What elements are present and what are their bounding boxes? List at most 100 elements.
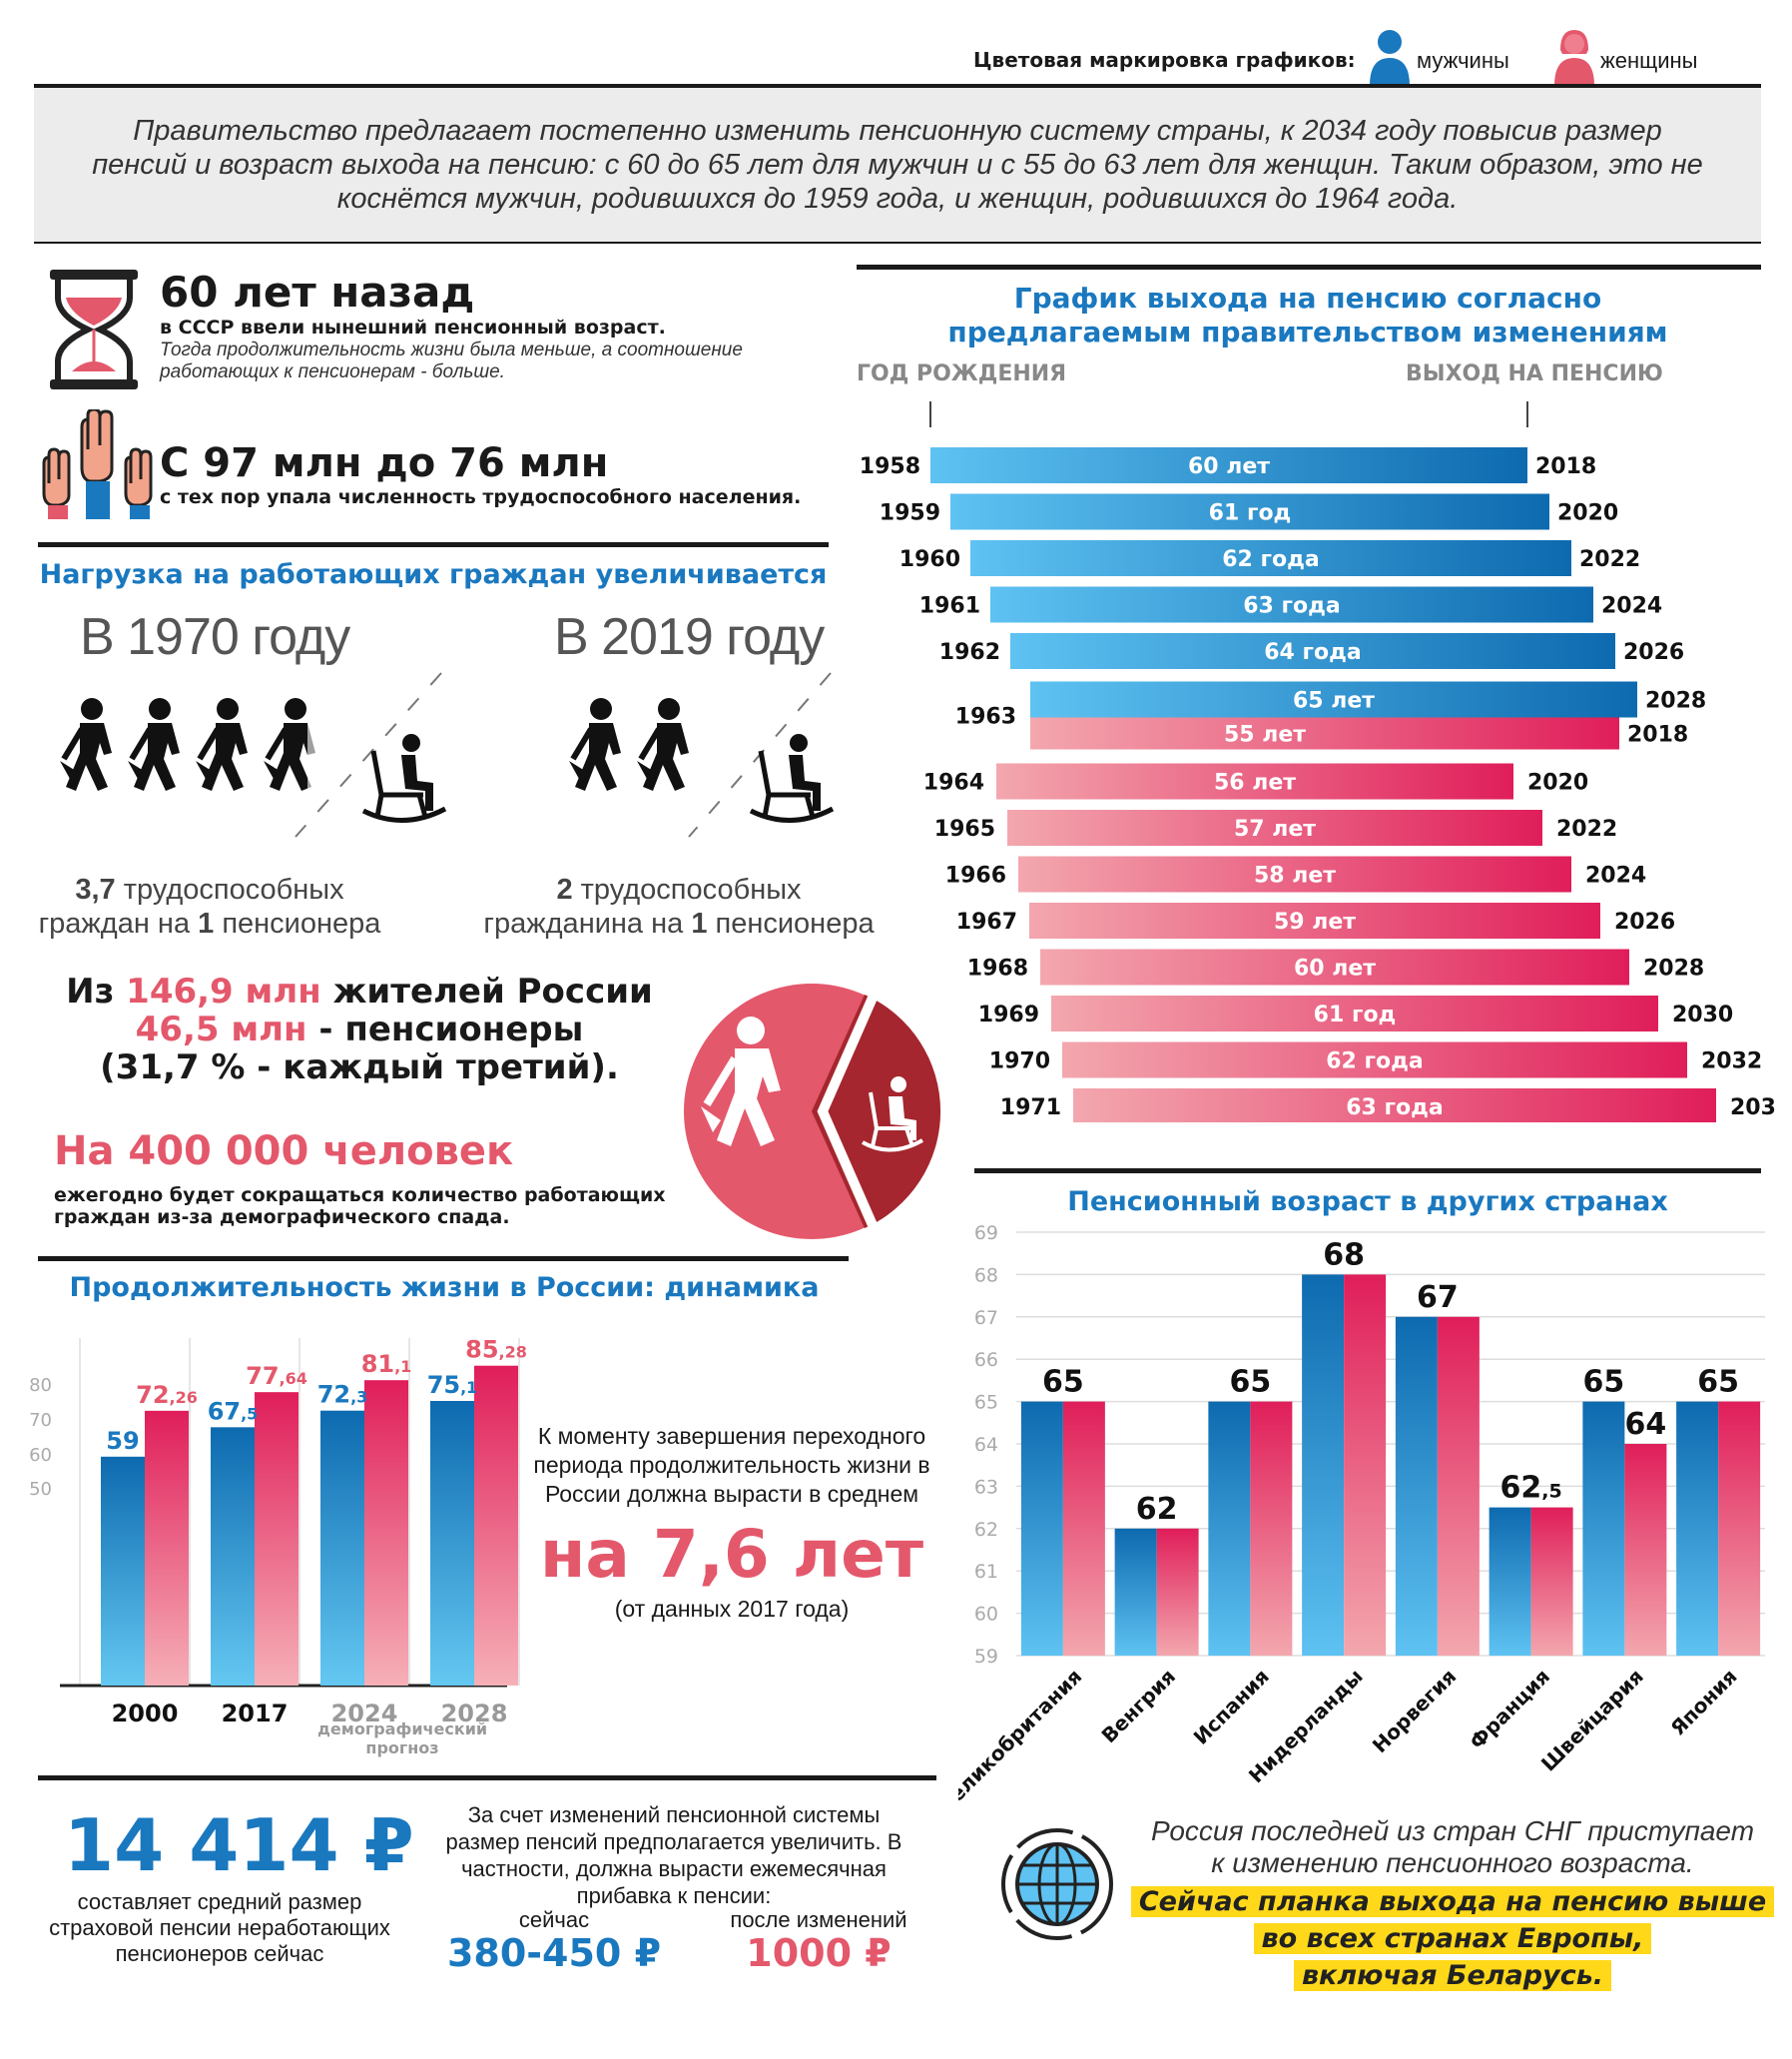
schedule-left-header: ГОД РОЖДЕНИЯ (857, 361, 1067, 386)
country-label: Норвегия (1368, 1665, 1462, 1758)
country-bar-male (1676, 1401, 1719, 1656)
globe-icon (1001, 1828, 1113, 1940)
life-bar-female (255, 1392, 299, 1686)
schedule-age-label: 60 лет (1294, 957, 1376, 982)
schedule-birth-year: 1965 (934, 817, 995, 842)
country-label: Испания (1189, 1665, 1274, 1749)
country-value-label: 67 (1417, 1280, 1459, 1315)
y-tick-label: 70 (29, 1410, 52, 1431)
y-tick-label: 69 (974, 1222, 998, 1244)
schedule-birth-year: 1961 (919, 594, 980, 619)
cis-highlight: Сейчас планка выхода на пенсию выше во в… (1128, 1883, 1777, 1994)
schedule-age-label: 63 года (1243, 594, 1341, 619)
y-tick-label: 80 (29, 1375, 52, 1396)
hourglass-icon (50, 270, 138, 389)
raised-hands-icon (42, 409, 153, 519)
life-year-label: 2024 (331, 1700, 398, 1727)
ratio-2019-line1: трудоспособных (572, 874, 802, 906)
fact-pop-subtitle: с тех пор упала численность трудоспособн… (160, 486, 802, 508)
schedule-retire-year: 2030 (1672, 1003, 1733, 1028)
y-tick-label: 50 (29, 1479, 52, 1500)
ratio-1970-line1: трудоспособных (115, 874, 344, 906)
pop-share: (31,7 % - каждый третий). (100, 1047, 619, 1087)
life-forecast-note: демографический прогноз (317, 1719, 488, 1757)
country-bar-male (1020, 1401, 1063, 1656)
cis-line1: Россия последней из стран СНГ приступает (1150, 1815, 1755, 1846)
country-value-label: 65 (1583, 1365, 1625, 1400)
rocking-chair-pensioner-icon (361, 734, 447, 823)
divider (38, 542, 829, 547)
life-bar-male (101, 1456, 145, 1686)
divider (857, 265, 1761, 270)
schedule-bar (930, 447, 1527, 483)
country-value-label: 65 (1042, 1365, 1084, 1400)
workers-1970-illustration (50, 672, 442, 838)
pension-increase-text: За счет изменений пенсионной системы раз… (445, 1802, 902, 1908)
schedule-birth-year: 1968 (967, 957, 1028, 982)
life-value-female: 77,64 (246, 1362, 307, 1390)
schedule-age-label: 60 лет (1188, 454, 1270, 479)
country-value-label: 62,5 (1500, 1471, 1562, 1506)
schedule-bar (1062, 1041, 1687, 1078)
schedule-age-label: 62 года (1326, 1049, 1424, 1074)
schedule-retire-year: 2028 (1645, 689, 1706, 714)
life-increase-value: на 7,6 лет (539, 1516, 924, 1593)
schedule-retire-year: 2018 (1535, 454, 1596, 479)
fact-pop-title: С 97 млн до 76 млн (160, 440, 609, 486)
schedule-birth-year: 1958 (860, 454, 920, 479)
life-bar-male (211, 1427, 255, 1686)
life-bar-male (430, 1400, 474, 1686)
fact-60-note: Тогда продолжительность жизни была меньш… (160, 340, 743, 382)
country-bar-female (1718, 1401, 1761, 1656)
life-side-text: К моменту завершения переходного периода… (533, 1423, 930, 1507)
legend-female-label: женщины (1600, 48, 1698, 73)
schedule-bar (1007, 810, 1542, 846)
cis-highlight-3: включая Беларусь. (1293, 1960, 1612, 1991)
country-bar-male (1302, 1274, 1345, 1656)
schedule-bar (990, 586, 1593, 623)
life-value-male: 59 (106, 1427, 139, 1455)
schedule-birth-year: 1959 (880, 501, 940, 526)
y-tick-label: 65 (974, 1392, 998, 1414)
y-tick-label: 67 (974, 1307, 998, 1329)
schedule-retire-year: 2034 (1730, 1095, 1775, 1120)
life-value-female: 81,1 (361, 1350, 412, 1378)
country-bar-female (1437, 1316, 1480, 1656)
schedule-age-label: 63 года (1346, 1095, 1444, 1120)
country-value-label: 65 (1697, 1365, 1739, 1400)
life-year-label: 2000 (112, 1700, 179, 1727)
load-1970-year: В 1970 году (80, 608, 350, 666)
schedule-retire-year: 2020 (1527, 771, 1588, 796)
fact-60-title: 60 лет назад (160, 268, 475, 317)
schedule-age-label: 59 лет (1274, 910, 1356, 935)
country-label: Япония (1666, 1665, 1742, 1740)
male-person-icon (1370, 30, 1410, 86)
life-value-female: 85,28 (465, 1336, 527, 1364)
fact-population-drop: С 97 млн до 76 млн с тех пор упала числе… (160, 441, 859, 509)
schedule-birth-year: 1969 (978, 1003, 1039, 1028)
pop-pensioners-count: 46,5 млн (135, 1010, 307, 1049)
female-person-icon (1554, 30, 1594, 86)
schedule-bar (1051, 996, 1658, 1031)
countries-title: Пенсионный возраст в других странах (1067, 1186, 1668, 1217)
ratio-1970-one: 1 (198, 908, 215, 940)
schedule-bar (1073, 1088, 1716, 1122)
load-2019-year: В 2019 году (554, 608, 825, 666)
cis-note: Россия последней из стран СНГ приступает… (1128, 1815, 1777, 1879)
divider (974, 1168, 1761, 1173)
schedule-age-label: 55 лет (1224, 723, 1306, 748)
ratio-1970-line2a: граждан на (38, 908, 199, 940)
schedule-age-label: 61 год (1314, 1003, 1397, 1028)
y-tick-label: 68 (974, 1264, 998, 1286)
ratio-1970-number: 3,7 (75, 874, 116, 906)
schedule-birth-year: 1960 (899, 547, 960, 572)
schedule-birth-year: 1970 (989, 1049, 1050, 1074)
schedule-retire-year: 2026 (1623, 640, 1684, 665)
life-bar-male (320, 1410, 364, 1686)
country-label: Великобритания (958, 1665, 1086, 1809)
schedule-retire-year: 2024 (1601, 594, 1662, 619)
y-tick-label: 66 (974, 1349, 998, 1371)
population-block: Из 146,9 млн жителей России 46,5 млн - п… (40, 973, 679, 1086)
schedule-title: График выхода на пенсию согласно предлаг… (947, 282, 1668, 348)
schedule-age-label: 61 год (1209, 501, 1292, 526)
